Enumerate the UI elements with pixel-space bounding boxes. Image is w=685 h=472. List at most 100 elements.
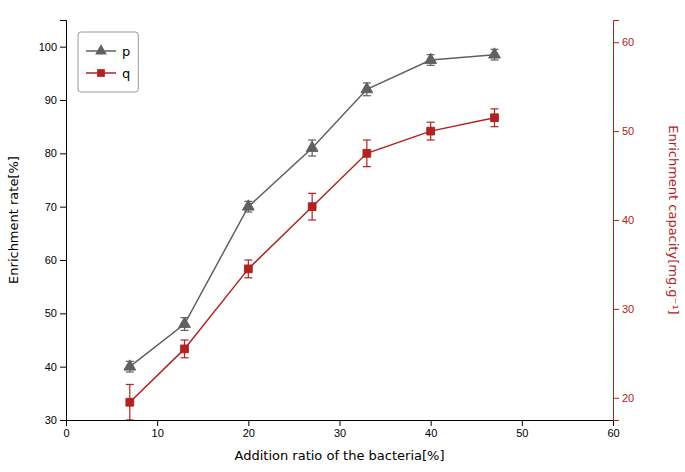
- error-bar: [427, 122, 435, 140]
- y-axis-title: Enrichment rate[%]: [6, 156, 21, 284]
- x-axis-title: Addition ratio of the bacteria[%]: [235, 448, 445, 463]
- error-bar: [308, 193, 316, 220]
- series: [124, 48, 500, 372]
- legend-label: q: [122, 66, 130, 81]
- y-tick-label: 50: [45, 307, 57, 319]
- point: [361, 83, 373, 93]
- error-bar-cap: [490, 126, 498, 127]
- error-bar-cap: [126, 371, 134, 372]
- x-tick-label: 0: [63, 427, 69, 439]
- y-tick-label: 90: [45, 94, 57, 106]
- x-tick: 50: [516, 420, 528, 439]
- x-tick-label: 10: [152, 427, 164, 439]
- point: [363, 149, 371, 157]
- x-tick: 60: [607, 420, 619, 439]
- y2-axis-title: Enrichment capacity[mg.g⁻¹]: [666, 125, 681, 314]
- y2-tick-mark: [613, 398, 619, 399]
- y2-tick-label: 60: [622, 36, 634, 48]
- error-bar-cap: [308, 155, 316, 156]
- x-tick-mark: [340, 420, 341, 426]
- chart: 0 10 20 30 40 50 60 30 40 50 60 70 80 90 100 20 30 40 50 60…: [0, 0, 685, 472]
- y2-tick-label: 20: [622, 392, 634, 404]
- error-bar-cap: [244, 277, 252, 278]
- legend: pq: [78, 32, 138, 92]
- legend-label: p: [122, 44, 130, 59]
- y2-tick: 30: [613, 303, 634, 315]
- x-tick-label: 50: [516, 427, 528, 439]
- y-tick-mark: [60, 420, 66, 421]
- x-tick-label: 60: [607, 427, 619, 439]
- series-line: [130, 55, 495, 367]
- point: [489, 48, 501, 58]
- x-tick-label: 40: [425, 427, 437, 439]
- error-bar: [181, 340, 189, 358]
- y2-tick-label: 50: [622, 125, 634, 137]
- x-tick-mark: [522, 420, 523, 426]
- legend-box: [78, 32, 138, 92]
- x-axis-line: [67, 421, 614, 427]
- error-bar-cap: [308, 193, 316, 194]
- y2-tick-label: 30: [622, 303, 634, 315]
- y-tick-label: 70: [45, 201, 57, 213]
- y-tick-mark: [60, 260, 66, 261]
- y-tick-label: 60: [45, 254, 57, 266]
- legend-swatch-marker: [95, 44, 107, 54]
- point: [181, 345, 189, 353]
- y2-tick-mark: [613, 309, 619, 310]
- y-tick-label: 30: [45, 414, 57, 426]
- y2-axis: 20 30 40 50 60: [613, 21, 634, 421]
- legend-swatch-marker: [97, 69, 105, 77]
- y-axis: 30 40 50 60 70 80 90 100: [39, 21, 67, 427]
- y-tick: 100: [39, 41, 66, 53]
- y-tick: 50: [45, 307, 66, 319]
- plot: 0 10 20 30 40 50 60 30 40 50 60 70 80 90 100 20 30 40 50 60…: [39, 21, 635, 439]
- y-tick-label: 100: [39, 41, 57, 53]
- y2-tick-mark: [613, 131, 619, 132]
- legend-item: p: [86, 44, 130, 59]
- error-bar: [363, 140, 371, 167]
- x-tick-label: 20: [243, 427, 255, 439]
- error-bar-cap: [181, 330, 189, 331]
- y-tick: 90: [45, 94, 66, 106]
- x-tick: 20: [243, 420, 255, 439]
- x-tick-mark: [248, 420, 249, 426]
- error-bar: [490, 109, 498, 127]
- x-tick-label: 30: [334, 427, 346, 439]
- error-bar-cap: [363, 139, 371, 140]
- error-bar-cap: [427, 65, 435, 66]
- error-bars: [126, 109, 499, 420]
- point: [425, 53, 437, 63]
- y-tick-mark: [60, 47, 66, 48]
- x-tick: 30: [334, 420, 346, 439]
- y-tick: 70: [45, 201, 66, 213]
- error-bar-cap: [427, 122, 435, 123]
- point: [306, 141, 318, 151]
- error-bar-cap: [490, 108, 498, 109]
- error-bar-cap: [308, 219, 316, 220]
- y-tick: 30: [45, 414, 66, 426]
- x-tick-mark: [157, 420, 158, 426]
- y2-tick: 40: [613, 214, 634, 226]
- y-tick-label: 80: [45, 147, 57, 159]
- x-tick: 10: [152, 420, 164, 439]
- y-axis-line: [60, 21, 67, 421]
- error-bar-cap: [126, 419, 134, 420]
- error-bar-cap: [490, 59, 498, 60]
- error-bar-cap: [181, 339, 189, 340]
- x-tick: 40: [425, 420, 437, 439]
- x-tick: 0: [63, 420, 69, 439]
- point: [124, 360, 136, 370]
- y2-tick-mark: [613, 220, 619, 221]
- series-line: [130, 118, 495, 402]
- error-bar: [126, 384, 134, 420]
- y2-tick-mark: [613, 42, 619, 43]
- y-tick-mark: [60, 100, 66, 101]
- point: [244, 265, 252, 273]
- error-bar-cap: [363, 166, 371, 167]
- y-tick: 40: [45, 361, 66, 373]
- point: [427, 127, 435, 135]
- y2-axis-line: [614, 21, 620, 421]
- y2-tick: 60: [613, 36, 634, 48]
- y2-tick-label: 40: [622, 214, 634, 226]
- y-tick-mark: [60, 367, 66, 368]
